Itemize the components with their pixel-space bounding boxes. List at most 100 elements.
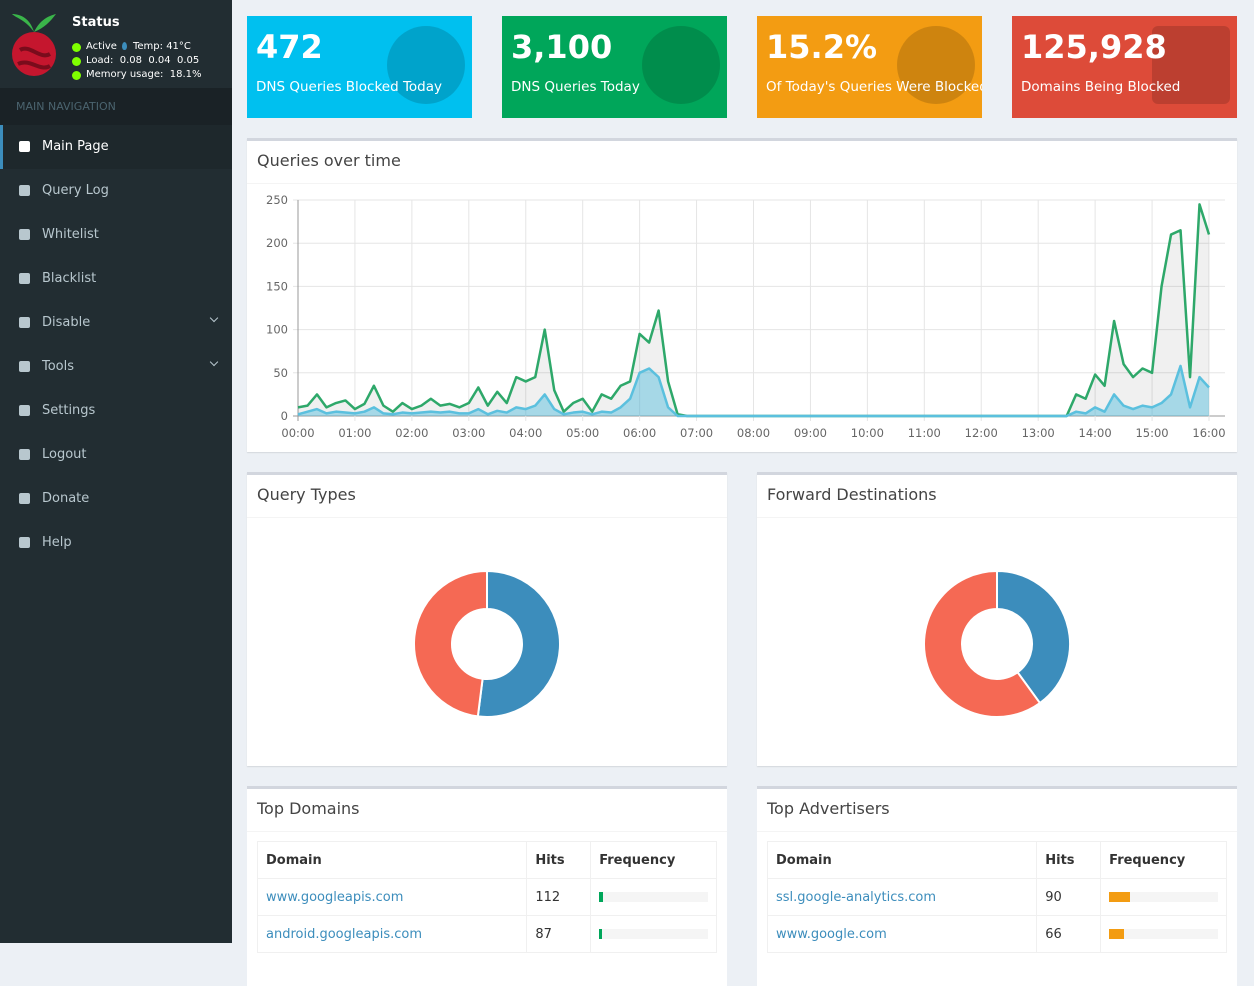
nav-icon (19, 537, 30, 548)
nav-icon (19, 229, 30, 240)
nav-item[interactable]: Help (0, 521, 232, 565)
chart-title: Forward Destinations (767, 485, 937, 504)
chevron (209, 357, 219, 367)
stat-icon (387, 26, 465, 104)
frequency-bar (599, 892, 604, 902)
domain-cell: www.google.com (766, 915, 1038, 953)
domain-link[interactable]: www.google.com (776, 926, 887, 942)
column-header: Frequency (1100, 841, 1227, 879)
table: Domain Hits Frequency www.googleapis.com 112… (256, 841, 717, 953)
stat-label: Of Today's Queries Were Blocked (766, 79, 982, 95)
nav-item[interactable]: Main Page (0, 125, 232, 169)
stat-value: 125,928 (1021, 28, 1167, 66)
x-tick-label: 09:00 (794, 426, 827, 440)
frequency-bar (1109, 892, 1130, 902)
stat-label: Domains Being Blocked (1021, 79, 1181, 95)
nav-label: Donate (42, 491, 90, 506)
status-text: Temp: 41°C (133, 41, 191, 52)
temp-icon (122, 42, 127, 50)
chevron (209, 313, 219, 323)
nav-icon (19, 273, 30, 284)
slice (996, 569, 1071, 705)
nav-label: Blacklist (42, 271, 97, 286)
x-tick-label: 13:00 (1022, 426, 1055, 440)
divider (757, 831, 1237, 832)
nav-item[interactable]: Settings (0, 389, 232, 433)
divider (757, 517, 1237, 518)
status-text: Load: 0.08 0.04 0.05 (86, 55, 200, 66)
nav-icon (19, 185, 30, 196)
status-dot (72, 43, 81, 52)
chart-box: Forward Destinations (757, 472, 1237, 766)
stat-value: 15.2% (766, 28, 878, 66)
x-tick-label: 08:00 (737, 426, 770, 440)
nav-icon (19, 405, 30, 416)
frequency-cell (590, 915, 717, 953)
nav-item[interactable]: Disable (0, 301, 232, 345)
table-box: Top Advertisers Domain Hits Frequency ssl.go… (757, 786, 1237, 986)
domain-link[interactable]: ssl.google-analytics.com (776, 889, 937, 905)
nav-item[interactable]: Logout (0, 433, 232, 477)
x-tick-label: 12:00 (965, 426, 998, 440)
x-tick-label: 06:00 (623, 426, 656, 440)
y-tick-label: 150 (266, 279, 288, 293)
row: www.google.com 66 (766, 915, 1227, 953)
y-tick-label: 50 (273, 366, 288, 380)
header-row: Domain Hits Frequency (256, 841, 717, 879)
donut-chart (413, 569, 561, 718)
chart-title: Query Types (257, 485, 356, 504)
y-tick-label: 250 (266, 193, 288, 207)
frequency-track (599, 892, 708, 902)
y-tick-label: 200 (266, 236, 288, 250)
domain-cell: ssl.google-analytics.com (766, 878, 1038, 916)
table-box: Top Domains Domain Hits Frequency www.google… (247, 786, 727, 986)
table-title: Top Advertisers (767, 799, 890, 818)
frequency-cell (1100, 878, 1227, 916)
nav-item[interactable]: Tools (0, 345, 232, 389)
row: android.googleapis.com 87 (256, 915, 717, 953)
area (298, 204, 1209, 416)
chart-box: Queries over time 0 50 100 150 200 250 00:00 01… (247, 138, 1237, 452)
frequency-cell (1100, 915, 1227, 953)
donut-chart (923, 569, 1071, 718)
domain-link[interactable]: www.googleapis.com (266, 889, 404, 905)
row: ssl.google-analytics.com 90 (766, 878, 1227, 916)
x-tick-label: 07:00 (680, 426, 713, 440)
nav-icon (19, 493, 30, 504)
nav-label: Logout (42, 447, 87, 462)
stat-box: 3,100 DNS Queries Today (502, 16, 727, 118)
nav-label: Settings (42, 403, 96, 418)
status-text: Memory usage: 18.1% (86, 69, 202, 80)
nav-icon (19, 141, 30, 152)
domain-link[interactable]: android.googleapis.com (266, 926, 422, 942)
x-tick-label: 04:00 (509, 426, 542, 440)
nav-label: Main Page (42, 139, 109, 154)
nav-item[interactable]: Blacklist (0, 257, 232, 301)
hits-cell: 90 (1036, 878, 1102, 916)
nav-item[interactable]: Whitelist (0, 213, 232, 257)
nav-item[interactable]: Query Log (0, 169, 232, 213)
slice (476, 569, 561, 718)
nav-label: Tools (42, 359, 75, 374)
x-tick-label: 05:00 (566, 426, 599, 440)
slice (923, 569, 1042, 718)
x-tick-label: 16:00 (1192, 426, 1225, 440)
frequency-cell (590, 878, 717, 916)
frequency-track (1109, 892, 1218, 902)
status-dot (72, 71, 81, 80)
column-header: Domain (766, 841, 1038, 879)
nav-item[interactable]: Donate (0, 477, 232, 521)
stat-label: DNS Queries Today (511, 79, 640, 95)
table-title: Top Domains (257, 799, 360, 818)
domain-cell: www.googleapis.com (256, 878, 528, 916)
line-chart: 0 50 100 150 200 250 00:00 01:00 02:00 03:00 04:00… (266, 193, 1226, 440)
divider (247, 831, 727, 832)
domain-cell: android.googleapis.com (256, 915, 528, 953)
x-tick-label: 14:00 (1079, 426, 1112, 440)
stat-value: 3,100 (511, 28, 613, 66)
frequency-bar (1109, 929, 1125, 939)
hits-cell: 87 (526, 915, 592, 953)
nav-icon (19, 449, 30, 460)
stat-box: 472 DNS Queries Blocked Today (247, 16, 472, 118)
